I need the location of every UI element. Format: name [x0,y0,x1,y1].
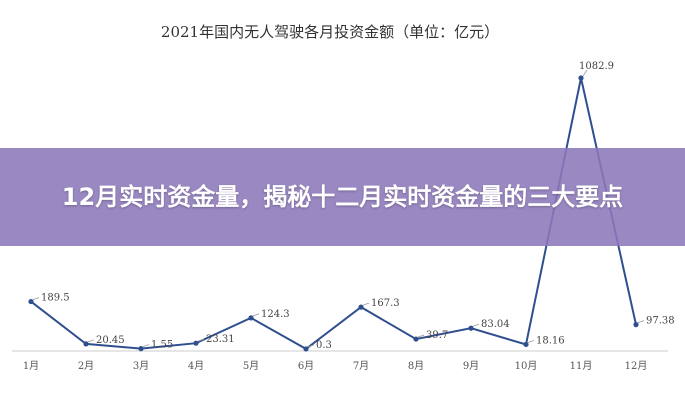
label-leader [472,323,480,327]
x-tick-label: 10月 [515,360,538,372]
data-label: 83.04 [481,319,510,330]
x-tick-label: 11月 [570,360,593,372]
label-leader [417,334,425,338]
label-leader [527,340,535,343]
data-point [193,340,199,346]
x-tick-label: 3月 [133,360,149,372]
x-tick-label: 2月 [78,360,94,372]
label-leader [307,344,315,348]
data-point [138,346,144,352]
data-label: 189.5 [41,293,70,304]
label-leader [362,302,370,306]
data-point [83,341,89,347]
data-point [413,336,419,342]
data-label: 18.16 [536,335,565,346]
headline-banner: 12月实时资金量，揭秘十二月实时资金量的三大要点 [0,148,685,246]
x-tick-label: 7月 [353,360,369,372]
label-leader [637,320,645,324]
label-leader [252,313,260,317]
data-label: 1.55 [151,340,173,351]
x-tick-labels: 1月 2月 3月 4月 5月 6月 7月 8月 9月 10月 11月 12月 [23,360,648,372]
data-label: 97.38 [646,316,675,327]
data-point [248,315,254,321]
series-line [30,77,637,351]
x-tick-label: 8月 [408,360,424,372]
label-leader [582,69,588,77]
x-tick-label: 12月 [625,360,648,372]
x-tick-label: 1月 [23,360,39,372]
data-point [468,325,474,331]
data-label: 167.3 [371,298,400,309]
headline-text: 12月实时资金量，揭秘十二月实时资金量的三大要点 [61,183,624,211]
label-leader [87,339,95,343]
data-point [28,298,34,305]
data-label: 0.3 [316,340,332,351]
label-leader [142,344,150,347]
x-tick-label: 9月 [463,360,479,372]
data-point [523,341,529,348]
chart-title: 2021年国内无人驾驶各月投资金额（单位：亿元） [161,23,499,41]
label-leader [197,338,205,342]
data-point [633,322,639,328]
data-label: 124.3 [261,309,290,320]
data-label: 39.7 [426,330,448,341]
series-group: 189.5 20.45 1.55 23.31 124.3 0.3 167.3 39.7 83.0… [28,61,675,352]
data-label: 1082.9 [579,61,614,72]
data-label: 23.31 [206,334,235,345]
label-leader [32,297,40,300]
x-tick-label: 5月 [243,360,259,372]
x-tick-label: 4月 [188,360,204,372]
data-point [578,75,584,81]
data-point [358,304,364,310]
data-label: 20.45 [96,335,125,346]
x-tick-label: 6月 [298,360,314,372]
data-point [303,346,309,352]
